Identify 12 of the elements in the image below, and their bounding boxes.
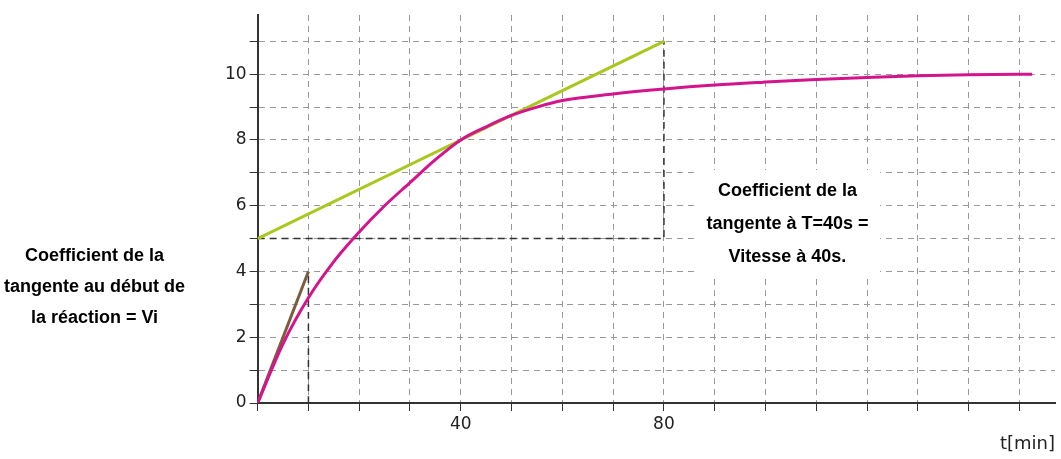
y-tick-label: 8	[235, 128, 247, 149]
x-tick-label: 40	[449, 412, 472, 433]
text: Coefficient de la tangente au début de la réaction = Vi	[3, 244, 186, 329]
y-tick-label: 4	[235, 259, 247, 280]
y-tick-label: 0	[235, 391, 247, 412]
annotation: Coefficient de la tangente à T=40s = Vitesse à 40s.	[695, 170, 880, 277]
x-tick-label: 80	[653, 412, 675, 433]
y-tick-label: 10	[224, 62, 247, 83]
y-tick-label: 2	[235, 325, 247, 346]
x-axis-title: t[min]	[999, 431, 1055, 453]
line-series	[257, 72, 1034, 403]
y-tick-label: 6	[235, 194, 247, 215]
